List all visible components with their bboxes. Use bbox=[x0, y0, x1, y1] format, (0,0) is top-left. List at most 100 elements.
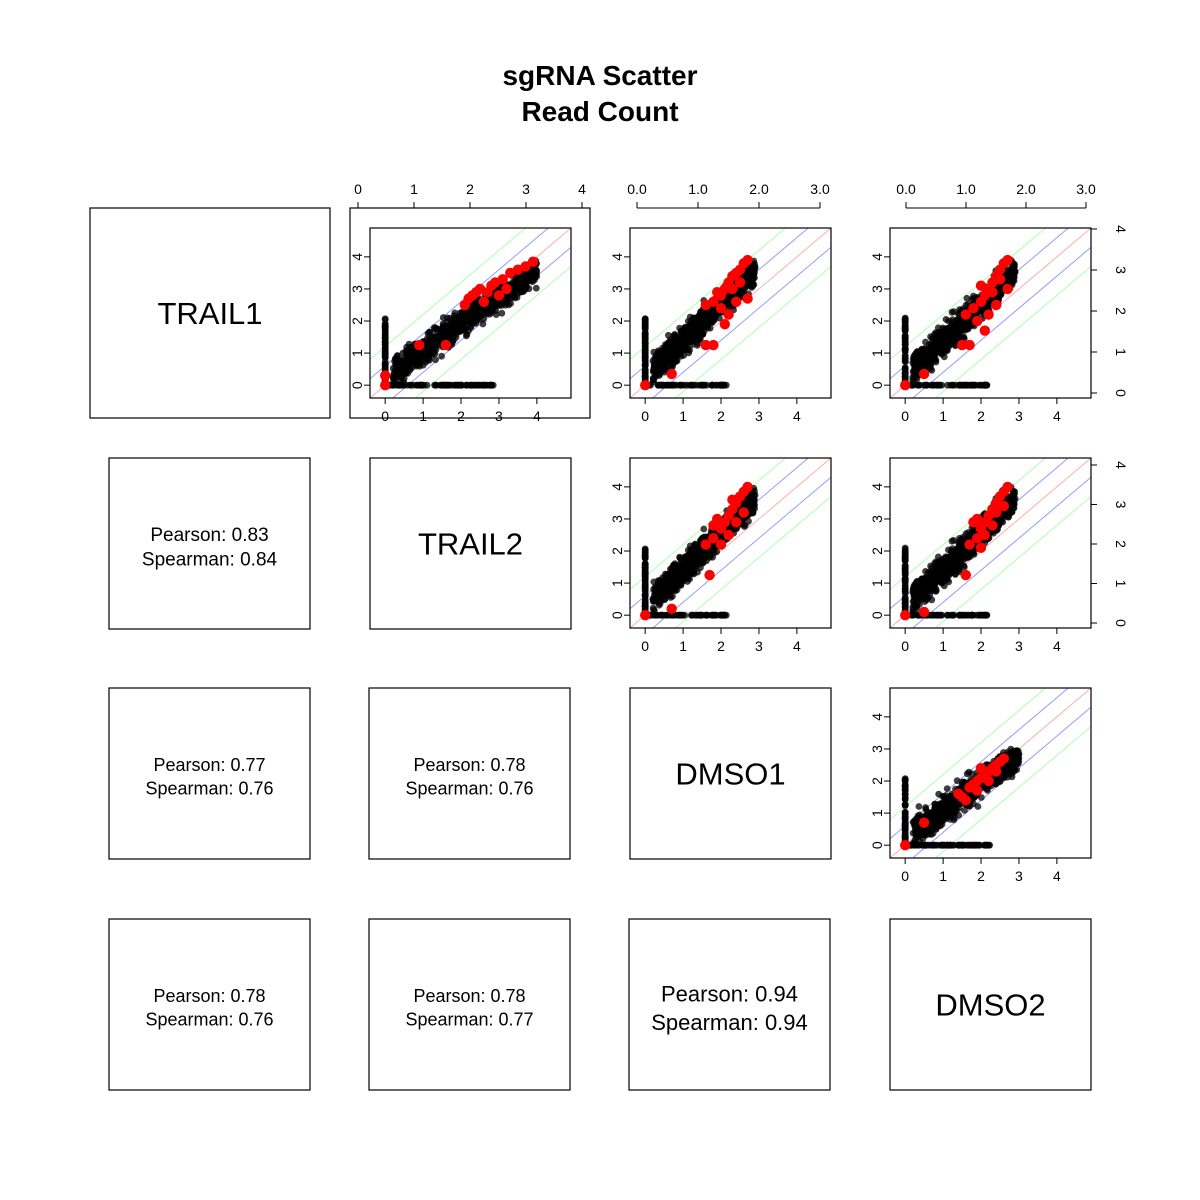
y-tick-label: 3 bbox=[869, 285, 885, 293]
data-point bbox=[901, 556, 909, 564]
y-tick-label: 4 bbox=[349, 253, 365, 261]
correlation-panel-frame bbox=[108, 918, 311, 1091]
data-point bbox=[743, 497, 751, 505]
highlight-point bbox=[979, 325, 990, 336]
data-point bbox=[693, 543, 701, 551]
y-tick-label: 2 bbox=[869, 547, 885, 555]
data-point bbox=[923, 381, 931, 389]
data-point bbox=[409, 358, 417, 366]
data-point bbox=[471, 313, 478, 320]
data-point bbox=[911, 365, 918, 372]
data-point bbox=[392, 372, 400, 380]
data-point bbox=[653, 594, 661, 601]
data-point bbox=[943, 785, 951, 792]
data-point bbox=[911, 586, 919, 594]
reference-line bbox=[651, 476, 831, 628]
data-point bbox=[948, 551, 956, 558]
data-point bbox=[681, 611, 689, 619]
highlight-point bbox=[723, 529, 734, 541]
y-tick-label: 0 bbox=[869, 381, 885, 389]
x-tick-label: 2 bbox=[717, 638, 725, 654]
data-point bbox=[955, 611, 963, 619]
data-point bbox=[641, 587, 649, 594]
data-point bbox=[718, 611, 725, 619]
data-point bbox=[641, 582, 649, 590]
data-point bbox=[689, 320, 697, 328]
highlight-point bbox=[983, 309, 994, 320]
data-point bbox=[694, 340, 701, 347]
x-tick-label: 4 bbox=[1053, 408, 1061, 424]
data-point bbox=[406, 381, 414, 389]
data-point bbox=[935, 558, 942, 565]
y-tick-label: 1 bbox=[869, 579, 885, 587]
data-point bbox=[959, 318, 967, 326]
data-point bbox=[468, 306, 475, 313]
x-tick-label: 0 bbox=[641, 408, 649, 424]
y-tick-label: 1 bbox=[869, 349, 885, 357]
data-point bbox=[488, 381, 496, 389]
data-point bbox=[664, 570, 671, 578]
data-point bbox=[486, 304, 493, 311]
reference-line bbox=[651, 246, 831, 398]
data-point bbox=[663, 611, 671, 619]
data-point bbox=[970, 550, 978, 558]
highlight-point bbox=[738, 507, 749, 518]
data-point bbox=[709, 381, 717, 389]
highlight-points bbox=[900, 254, 1013, 391]
highlight-point bbox=[463, 293, 474, 304]
data-point bbox=[901, 334, 909, 342]
data-point bbox=[698, 549, 705, 556]
data-point bbox=[470, 381, 478, 389]
data-point bbox=[641, 573, 649, 581]
data-point bbox=[706, 324, 714, 332]
highlight-point bbox=[520, 261, 531, 272]
highlight-point bbox=[994, 274, 1006, 285]
data-point bbox=[519, 285, 527, 293]
data-point bbox=[450, 324, 457, 331]
reference-line bbox=[911, 476, 1091, 628]
data-point bbox=[678, 557, 685, 564]
y-tick-label: 1 bbox=[609, 349, 625, 357]
pearson-label: Pearson: 0.78 bbox=[153, 986, 265, 1006]
data-point bbox=[954, 550, 962, 558]
data-point bbox=[425, 355, 433, 363]
data-point bbox=[459, 309, 467, 316]
data-point bbox=[748, 281, 756, 289]
data-point bbox=[901, 354, 909, 362]
data-point bbox=[697, 331, 705, 339]
y-tick-label: 1 bbox=[349, 349, 365, 357]
data-point bbox=[952, 328, 960, 335]
data-point bbox=[666, 338, 674, 346]
reference-line bbox=[890, 228, 1047, 360]
data-point bbox=[670, 347, 678, 355]
data-point bbox=[964, 529, 972, 536]
data-point bbox=[981, 381, 989, 389]
data-point bbox=[910, 356, 918, 364]
highlight-point bbox=[960, 309, 971, 320]
data-point bbox=[703, 381, 711, 389]
data-point bbox=[915, 381, 923, 389]
x-tick-label: 2 bbox=[977, 638, 985, 654]
data-point bbox=[444, 314, 451, 322]
data-point bbox=[923, 356, 931, 363]
data-point bbox=[942, 316, 950, 323]
highlight-point bbox=[497, 274, 508, 285]
x-tick-label: 4 bbox=[793, 408, 801, 424]
highlight-point bbox=[719, 319, 730, 330]
x-tick-label: 3 bbox=[1015, 408, 1023, 424]
pearson-label: Pearson: 0.78 bbox=[413, 755, 525, 775]
x-tick-label: 1 bbox=[679, 408, 687, 424]
data-point bbox=[939, 324, 947, 332]
highlight-point bbox=[708, 339, 719, 351]
data-point bbox=[948, 537, 956, 545]
data-point bbox=[641, 349, 649, 356]
highlight-point bbox=[666, 368, 677, 380]
data-point bbox=[655, 381, 662, 389]
data-point bbox=[473, 303, 481, 311]
x-tick-label: 3 bbox=[755, 408, 763, 424]
data-point bbox=[708, 611, 716, 619]
data-point bbox=[741, 522, 749, 529]
data-point bbox=[963, 552, 971, 559]
